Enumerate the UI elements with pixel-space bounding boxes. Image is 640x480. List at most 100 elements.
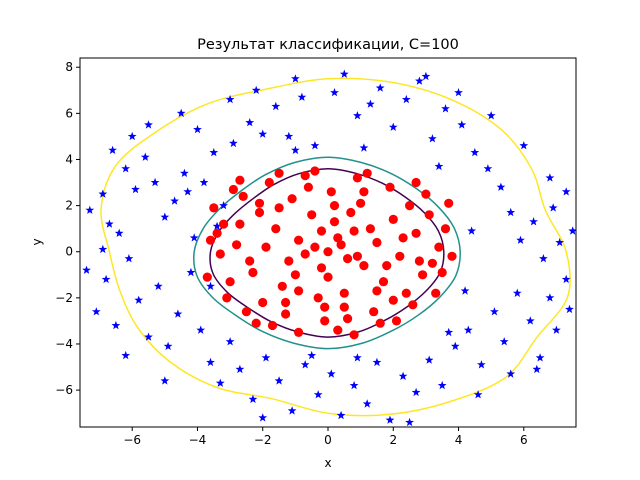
y-tick-label: 2 [65,199,73,213]
x-tick-label: −4 [189,433,207,447]
circle-point [339,288,349,298]
circle-point [405,201,415,211]
star-point [173,309,183,318]
star-point [176,108,186,118]
circle-point [258,297,268,308]
circle-point [444,198,454,208]
circle-point [313,293,323,303]
circle-point [235,175,245,185]
circle-point [300,171,310,181]
circle-point [434,242,444,252]
star-point [519,141,529,150]
circle-point [418,270,428,280]
star-point [163,341,173,350]
star-point [258,413,268,422]
circle-point [385,182,395,192]
star-point [225,337,235,346]
star-point [512,288,522,297]
circle-point [359,261,369,271]
star-point [229,138,238,148]
contour-line-0 [209,167,445,338]
star-point [121,350,131,360]
y-tick-label: −6 [55,383,73,397]
circle-point [254,198,265,208]
circle-point [343,314,353,324]
star-point [568,226,576,235]
x-tick-label: −6 [123,433,141,447]
star-point [359,143,369,152]
star-point [401,94,411,104]
circle-point [215,249,225,259]
star-point [193,124,202,134]
star-point [326,369,336,378]
star-point [398,371,408,380]
star-point [496,182,506,191]
star-point [437,380,447,390]
circle-point [212,228,222,238]
circle-point [398,233,408,243]
star-point [248,394,258,403]
circle-point [359,187,369,197]
circle-point [343,254,353,264]
star-point [411,387,421,397]
circle-point [414,256,424,266]
circle-point [274,203,284,213]
circle-point [440,224,451,234]
circle-point [346,207,356,218]
star-point [532,364,542,374]
circle-point [310,166,320,176]
star-point [101,274,111,284]
star-point [444,327,454,337]
star-point [421,71,431,81]
star-point [545,173,555,182]
circle-point [411,177,421,188]
circle-point [431,288,441,298]
x-tick-label: 4 [455,433,463,447]
star-point [362,399,372,408]
circle-point [245,256,255,266]
circle-point [300,249,310,259]
star-point [349,380,359,390]
x-axis-label: x [324,456,331,470]
star-point [291,74,300,83]
y-tick-label: 4 [65,152,73,166]
star-point [215,378,225,387]
circle-point [316,263,327,273]
star-point [189,233,199,242]
star-point [424,355,434,364]
star-point [287,406,297,415]
circle-point [281,309,291,319]
star-point [336,410,346,420]
circle-point [205,235,216,245]
star-point [529,217,538,226]
y-tick-label: −2 [55,291,73,305]
star-point [235,364,245,374]
circle-point [427,258,437,268]
circle-point [421,189,431,199]
circle-point [281,297,291,308]
circle-point [274,168,284,178]
star-point [339,69,349,78]
y-axis-ticks: −6 −4 −2 0 2 4 6 8 [55,60,80,397]
star-point [545,293,555,302]
circle-point [284,256,294,266]
star-point [490,307,499,316]
circle-point [294,235,304,245]
circle-point [333,325,343,335]
circle-point [294,327,304,337]
star-point [375,83,385,92]
contour-line-2 [100,77,571,417]
star-point [170,196,179,205]
star-point [388,122,398,131]
star-point [274,376,284,385]
circle-point [222,293,232,303]
contour-line-1 [193,156,461,350]
star-point [98,244,108,254]
circle-point [365,224,375,234]
star-point [212,221,222,231]
y-tick-label: 0 [65,245,73,259]
star-point [258,129,268,138]
circle-point [323,247,333,257]
